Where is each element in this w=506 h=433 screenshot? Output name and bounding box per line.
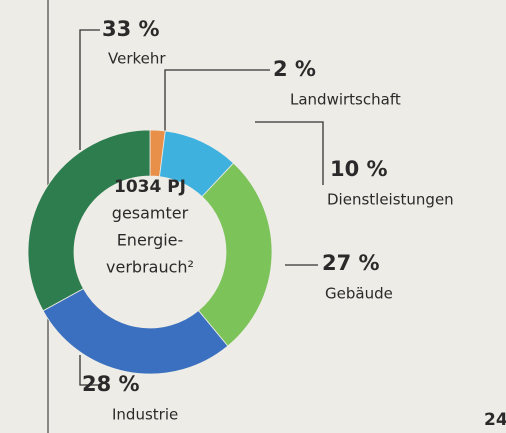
center-text: verbrauch² [106, 258, 194, 277]
value-label: 33 % [102, 17, 160, 41]
leader-line [255, 121, 324, 185]
center-text: 1034 PJ [114, 177, 186, 197]
value-label: 28 % [82, 372, 140, 396]
leader-line [164, 69, 270, 138]
value-label: 10 % [330, 157, 388, 181]
donut-slice [42, 288, 229, 375]
center-text: Energie- [117, 231, 184, 250]
category-label: Landwirtschaft [290, 91, 401, 109]
category-label: Dienstleistungen [327, 191, 454, 209]
value-label: 2 % [273, 57, 316, 81]
donut-slice [197, 162, 273, 347]
category-label: Verkehr [108, 50, 166, 68]
donut-slice [27, 129, 151, 312]
page-number: 24 [484, 410, 506, 430]
center-text: gesamter [112, 204, 189, 223]
leader-line [79, 355, 100, 386]
category-label: Gebäude [325, 285, 393, 303]
category-label: Industrie [112, 406, 178, 424]
leader-line [79, 29, 100, 150]
value-label: 27 % [322, 251, 380, 275]
